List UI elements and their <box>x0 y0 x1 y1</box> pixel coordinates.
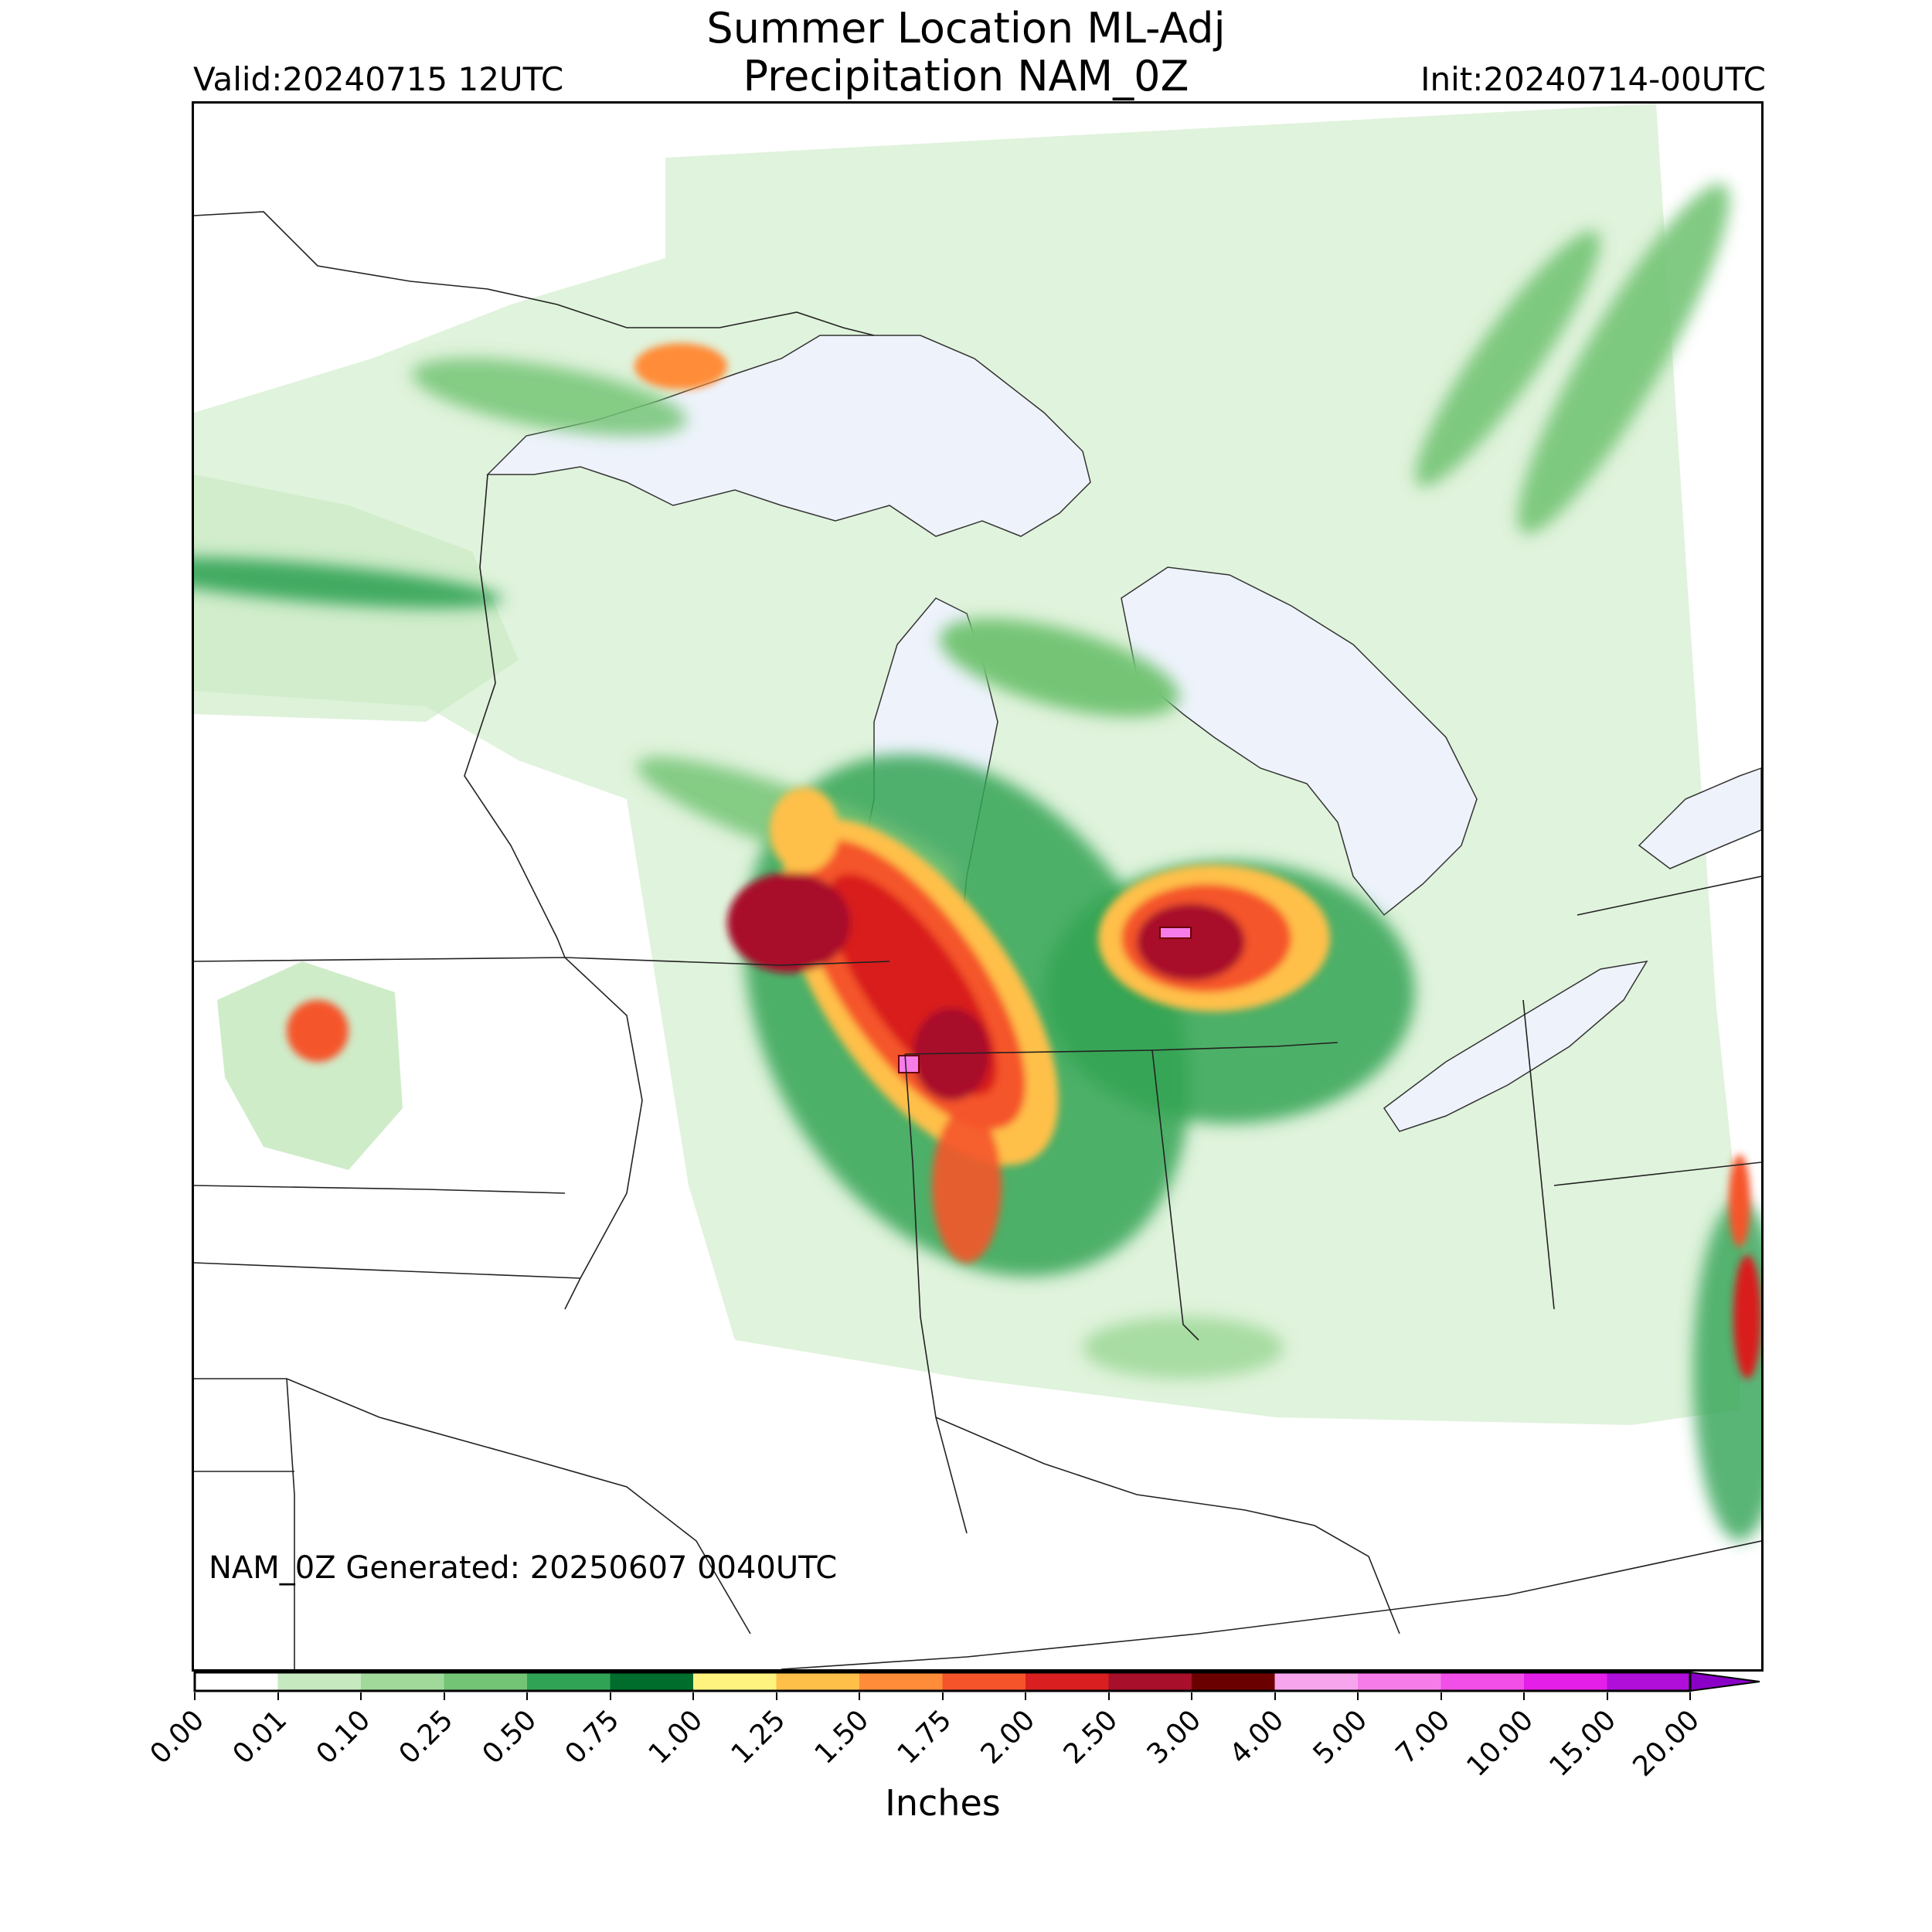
colorbar-tick-mark <box>526 1692 528 1700</box>
colorbar-tick-label: 1.50 <box>808 1704 876 1770</box>
extreme-precip-cells <box>898 927 1192 1073</box>
colorbar-tick-label: 0.25 <box>393 1704 460 1770</box>
colorbar-segment <box>942 1672 1026 1691</box>
colorbar-tick-mark <box>1689 1692 1691 1700</box>
colorbar-tick-label: 15.00 <box>1543 1704 1623 1784</box>
colorbar-tick-label: 7.00 <box>1389 1704 1457 1770</box>
colorbar-tick-mark <box>941 1692 944 1700</box>
colorbar-segment <box>859 1672 943 1691</box>
ohio-pennsylvania-border <box>1522 999 1555 1310</box>
colorbar-tick-mark <box>194 1692 196 1700</box>
colorbar <box>193 1671 1777 1694</box>
colorbar-tick-label: 0.00 <box>144 1704 211 1770</box>
colorbar-tick-label: 5.00 <box>1307 1704 1374 1770</box>
colorbar-segment <box>361 1672 444 1691</box>
kentucky-border <box>935 1417 1400 1634</box>
colorbar-tick-label: 0.50 <box>476 1704 543 1770</box>
colorbar-segment <box>1108 1672 1192 1691</box>
colorbar-tick-label: 0.10 <box>310 1704 377 1770</box>
west-cell-light <box>217 961 403 1170</box>
west-border <box>286 1378 295 1669</box>
iowa-missouri-border <box>194 1262 581 1279</box>
colorbar-segment <box>1192 1672 1275 1691</box>
map-canvas <box>194 104 1761 1669</box>
illinois-indiana-border <box>904 1053 968 1534</box>
lake-erie <box>1383 960 1648 1132</box>
colorbar-segment <box>1607 1672 1690 1691</box>
ny-pa-border <box>1577 876 1761 916</box>
colorbar-segment <box>1358 1672 1441 1691</box>
canada-us-border <box>194 211 875 336</box>
colorbar-tick-label: 3.00 <box>1141 1704 1208 1770</box>
colorbar-tick-mark <box>1191 1692 1192 1700</box>
colorbar-tick-label: 1.25 <box>725 1704 792 1770</box>
colorbar-tick-label: 0.75 <box>559 1704 626 1770</box>
colorbar-segment <box>527 1672 611 1691</box>
colorbar-tick-mark <box>1523 1692 1525 1700</box>
lake-superior <box>486 335 1091 537</box>
colorbar-tick-mark <box>277 1692 279 1700</box>
colorbar-tick-mark <box>1274 1692 1276 1700</box>
init-time-label: Init:20240714-00UTC <box>1420 60 1766 98</box>
colorbar-outline <box>193 1671 1692 1692</box>
indiana-ohio-border <box>904 1049 1199 1341</box>
colorbar-tick-mark <box>609 1692 611 1700</box>
missouri-border <box>194 1378 751 1634</box>
lake-ontario <box>1638 767 1761 869</box>
colorbar-tick-mark <box>1440 1692 1442 1700</box>
colorbar-segment <box>444 1672 527 1691</box>
colorbar-tick-label: 1.00 <box>642 1704 709 1770</box>
colorbar-tick-mark <box>775 1692 777 1700</box>
lake-huron <box>1121 566 1478 917</box>
colorbar-segment <box>1274 1672 1358 1691</box>
colorbar-tick-label: 2.00 <box>975 1704 1042 1770</box>
colorbar-svg <box>193 1671 1760 1692</box>
colorbar-tick-mark <box>360 1692 362 1700</box>
colorbar-tick-label: 0.01 <box>226 1704 294 1770</box>
colorbar-tick-mark <box>692 1692 694 1700</box>
title-line-2: Precipitation NAM_0Z <box>743 52 1189 100</box>
iowa-illinois-border <box>564 957 890 966</box>
colorbar-tick-mark <box>1357 1692 1359 1700</box>
great-lakes <box>486 335 1761 1132</box>
colorbar-tick-mark <box>1606 1692 1608 1700</box>
colorbar-tick-label: 4.00 <box>1223 1704 1291 1770</box>
colorbar-tick-mark <box>859 1692 860 1700</box>
tennessee-border <box>781 1540 1761 1669</box>
colorbar-tick-mark <box>1025 1692 1026 1700</box>
colorbar-tick-label: 1.75 <box>891 1704 958 1770</box>
michigan-ohio-border <box>1151 1042 1338 1051</box>
colorbar-tick-label: 10.00 <box>1461 1704 1540 1784</box>
colorbar-segment <box>776 1672 859 1691</box>
colorbar-tick-label: 20.00 <box>1627 1704 1706 1784</box>
colorbar-segment <box>1440 1672 1524 1691</box>
state-borders <box>194 211 1761 1669</box>
iowa-north-border <box>194 1185 566 1194</box>
pa-south-border <box>1553 1162 1761 1186</box>
wisconsin-border <box>464 474 566 958</box>
valid-time-label: Valid:20240715 12UTC <box>193 60 564 98</box>
colorbar-segment <box>610 1672 693 1691</box>
colorbar-units-label: Inches <box>885 1782 1001 1824</box>
heavy-precip-core <box>287 343 1761 1379</box>
colorbar-segment <box>1026 1672 1109 1691</box>
colorbar-segment <box>1524 1672 1607 1691</box>
colorbar-tick-mark <box>443 1692 445 1700</box>
precipitation-map <box>192 101 1764 1672</box>
colorbar-extend-arrow <box>1689 1671 1760 1692</box>
colorbar-tick-mark <box>1107 1692 1110 1700</box>
title-line-1: Summer Location ML-Adj <box>706 4 1226 53</box>
generated-timestamp: NAM_0Z Generated: 20250607 0040UTC <box>209 1550 838 1586</box>
colorbar-segment <box>693 1672 777 1691</box>
colorbar-tick-label: 2.50 <box>1057 1704 1124 1770</box>
colorbar-segment <box>195 1672 278 1691</box>
colorbar-segment <box>277 1672 361 1691</box>
